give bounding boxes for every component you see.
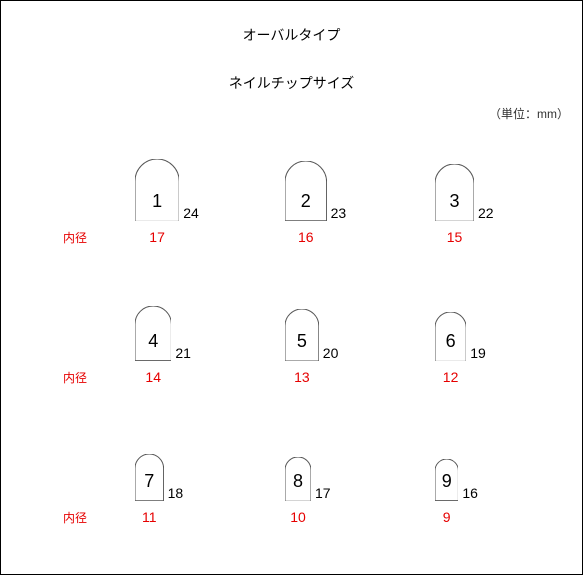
- nail-cell: 32215: [361, 139, 501, 269]
- page-title: オーバルタイプ: [1, 25, 582, 45]
- nail-number: 5: [285, 331, 319, 352]
- unit-label: （単位：mm）: [489, 105, 569, 122]
- nail-cell: 81710: [211, 419, 351, 549]
- nail-cell: 42114: [61, 279, 201, 409]
- page-subtitle: ネイルチップサイズ: [1, 73, 582, 93]
- nail-number: 2: [285, 191, 327, 212]
- nail-number: 9: [435, 471, 458, 492]
- nail-height-label: 20: [323, 345, 339, 361]
- nail-height-label: 21: [175, 345, 191, 361]
- nail-width-label: 14: [135, 369, 171, 385]
- nail-height-label: 16: [462, 485, 478, 501]
- nail-number: 7: [135, 471, 164, 492]
- nail-number: 8: [285, 471, 311, 492]
- nail-number: 4: [135, 331, 171, 352]
- nail-cell: 9169: [361, 419, 501, 549]
- nail-width-label: 13: [285, 369, 319, 385]
- nail-height-label: 18: [168, 485, 184, 501]
- nail-width-label: 16: [285, 229, 327, 245]
- nail-width-label: 17: [135, 229, 179, 245]
- nail-cell: 22316: [211, 139, 351, 269]
- nail-cell: 71811: [61, 419, 201, 549]
- nail-cell: 52013: [211, 279, 351, 409]
- nail-height-label: 24: [183, 205, 199, 221]
- row-label: 内径: [63, 229, 87, 246]
- nail-number: 6: [435, 331, 466, 352]
- nail-width-label: 9: [435, 509, 458, 525]
- nail-cell: 61912: [361, 279, 501, 409]
- nail-height-label: 19: [470, 345, 486, 361]
- nail-number: 3: [435, 191, 474, 212]
- row-label: 内径: [63, 509, 87, 526]
- nail-width-label: 15: [435, 229, 474, 245]
- nail-width-label: 10: [285, 509, 311, 525]
- nail-height-label: 22: [478, 205, 494, 221]
- nail-height-label: 23: [331, 205, 347, 221]
- nail-height-label: 17: [315, 485, 331, 501]
- page: オーバルタイプ ネイルチップサイズ （単位：mm） 12417223163221…: [0, 0, 583, 575]
- nail-cell: 12417: [61, 139, 201, 269]
- nail-number: 1: [135, 191, 179, 212]
- row-label: 内径: [63, 369, 87, 386]
- nail-width-label: 12: [435, 369, 466, 385]
- nail-width-label: 11: [135, 509, 164, 525]
